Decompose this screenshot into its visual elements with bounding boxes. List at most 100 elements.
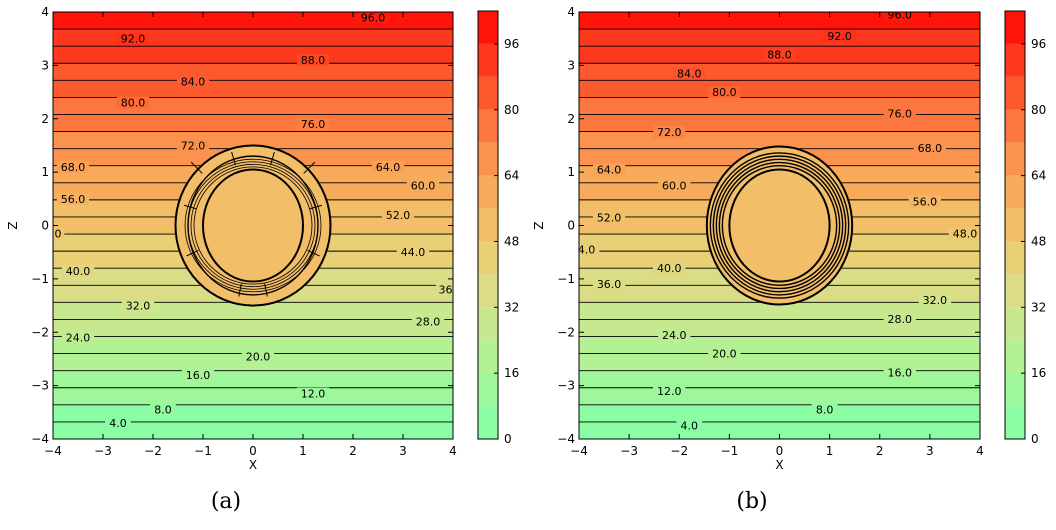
contour-label-bg (708, 86, 741, 99)
colorbar-tick-label: 80 (504, 103, 519, 117)
shell-segment (231, 151, 236, 166)
contour-label: 40.0 (66, 265, 91, 278)
x-tick-label: 1 (826, 444, 834, 458)
panel-a: 96.0 92.0 88.0 84.0 80.0 76.0 72.0 68.0 64.0 60.0… (6, 5, 519, 514)
colorbar: 0 16 32 48 64 80 96 (477, 10, 519, 446)
contour-label: 80.0 (712, 86, 737, 99)
contour-label: 4.0 (681, 420, 699, 433)
contour-label: 60.0 (411, 179, 436, 192)
colorbar-band (478, 340, 498, 374)
colorbar-band (1005, 241, 1025, 275)
contour-label-bg (61, 331, 95, 344)
contour-label-bg (908, 195, 942, 208)
y-tick-label: 4 (41, 5, 49, 19)
contour-label: 76.0 (888, 107, 913, 120)
contour-label-bg (811, 403, 838, 416)
contour-label: 28.0 (416, 316, 441, 329)
contour-label-bg (371, 160, 405, 173)
y-tick-label: −3 (557, 379, 575, 393)
colorbar-band (478, 406, 498, 439)
y-axis-label: Z (6, 221, 20, 229)
contour-label: 84.0 (677, 67, 702, 80)
colorbar-frame (477, 10, 499, 440)
contour-label: 76.0 (301, 118, 326, 131)
contour-label: 72.0 (657, 126, 682, 139)
colorbar-band (1005, 406, 1025, 439)
contour-label: 24.0 (66, 332, 91, 345)
contour-label-bg (150, 403, 176, 416)
y-tick-label: −4 (557, 432, 575, 446)
shell-contour (187, 161, 319, 290)
contour-label: 44.0 (401, 246, 426, 259)
contour-label-bg (56, 192, 90, 205)
colorbar-band (478, 109, 498, 143)
contour-label: 28.0 (888, 313, 913, 326)
colorbar-tick-label: 96 (1031, 37, 1046, 51)
x-tick-label: 4 (449, 444, 457, 458)
x-tick-label: −3 (94, 444, 112, 458)
x-tick-label: −1 (194, 444, 212, 458)
plot-area: 96.0 92.0 88.0 84.0 80.0 76.0 72.0 68.0 64.0 60.0… (53, 12, 453, 439)
contour-label-bg (658, 328, 691, 341)
colorbar-band (1005, 373, 1025, 407)
shell-contour (184, 158, 322, 293)
contour-label: 56.0 (61, 193, 86, 206)
contour-label-bg (381, 208, 415, 221)
y-tick-label: −2 (31, 325, 49, 339)
x-tick-label: 3 (399, 444, 407, 458)
contour-label: 40.0 (657, 262, 682, 275)
contour-label-bg (356, 12, 390, 24)
sphere (728, 168, 831, 283)
contour-label-bg (435, 283, 453, 296)
y-tick-label: 2 (41, 112, 49, 126)
y-tick-label: 0 (567, 219, 575, 233)
shell-segment (303, 161, 316, 174)
plot-area: 96.0 92.0 88.0 84.0 80.0 76.0 72.0 68.0 64.0 60.0… (578, 12, 980, 439)
contour-label: 16.0 (888, 366, 913, 379)
shell-contour (193, 166, 313, 285)
contour-label-bg (56, 160, 90, 173)
y-tick-label: 3 (567, 58, 575, 72)
contour-label: 8.0 (154, 404, 172, 417)
contour-label: 12.0 (657, 385, 682, 398)
contour-label: 8.0 (816, 404, 834, 417)
colorbar-band (478, 43, 498, 77)
contour-label-bg (296, 54, 330, 67)
contour-label-bg (53, 227, 65, 240)
sphere (202, 168, 304, 283)
x-tick-label: −3 (620, 444, 638, 458)
colorbar-band (478, 274, 498, 308)
colorbar-band (1005, 43, 1025, 77)
shell-contour (190, 163, 316, 288)
colorbar-band (1005, 274, 1025, 308)
contour-label-bg (176, 139, 210, 152)
colorbar-band (478, 373, 498, 407)
colorbar-band (1005, 208, 1025, 242)
x-tick-label: −1 (721, 444, 739, 458)
contour-label: 36 (439, 284, 453, 297)
contour-label-bg (653, 384, 686, 397)
x-axis-label: X (775, 458, 783, 472)
contour-label: 4.0 (109, 417, 127, 430)
contour-label-bg (653, 126, 686, 139)
contour-label-bg (241, 350, 275, 363)
contour-label-bg (105, 416, 131, 429)
contour-label-bg (658, 179, 691, 192)
contour-label: 32.0 (923, 294, 948, 307)
contour-label: 24.0 (662, 329, 687, 342)
colorbar-band (1005, 175, 1025, 209)
contour-label: 12.0 (301, 388, 326, 401)
contour-label: 4.0 (578, 244, 596, 257)
contour-label-bg (592, 211, 626, 224)
x-axis-label: X (249, 458, 257, 472)
contour-label: 92.0 (827, 30, 852, 43)
x-tick-label: 0 (776, 444, 784, 458)
contour-label: 64.0 (376, 161, 401, 174)
shell-segment (190, 161, 203, 174)
contour-label: 56.0 (913, 195, 938, 208)
colorbar-band (478, 76, 498, 110)
y-tick-label: 4 (567, 5, 575, 19)
colorbar-band (478, 241, 498, 275)
y-tick-label: −1 (557, 272, 575, 286)
contour-label-bg (121, 299, 155, 312)
